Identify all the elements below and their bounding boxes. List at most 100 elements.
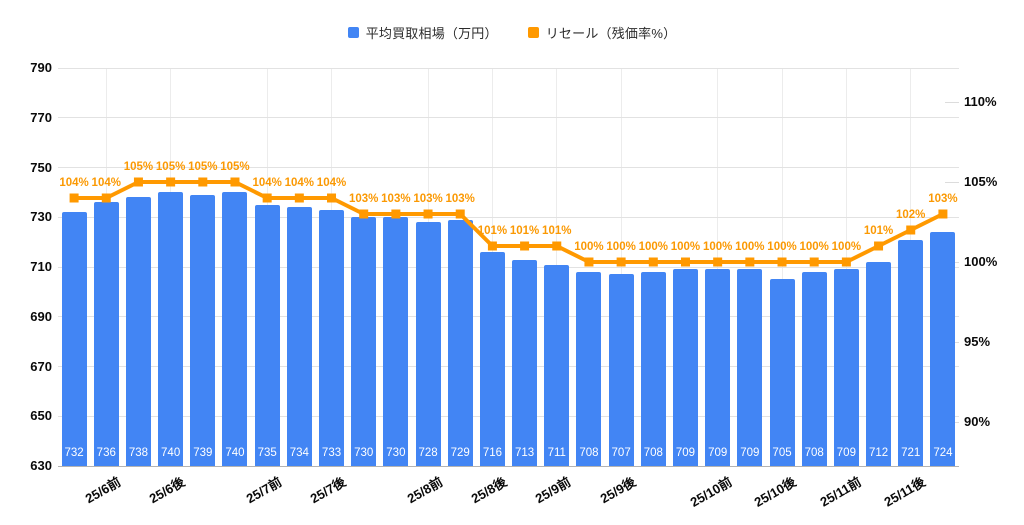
y-axis-label-right: 100%	[964, 254, 998, 269]
bar[interactable]	[61, 212, 87, 466]
y-axis-label-left: 710	[30, 259, 52, 274]
line-point-marker[interactable]	[648, 257, 658, 267]
bar[interactable]	[190, 194, 216, 466]
bar-value-label: 721	[901, 447, 921, 459]
line-point-marker[interactable]	[874, 241, 884, 251]
bar-value-label: 728	[418, 447, 438, 459]
line-point-marker[interactable]	[680, 257, 690, 267]
bar[interactable]	[286, 207, 312, 466]
bar-value-label: 708	[643, 447, 663, 459]
bar[interactable]	[125, 197, 151, 466]
line-point-marker[interactable]	[487, 241, 497, 251]
line-point-marker[interactable]	[520, 241, 530, 251]
line-point-marker[interactable]	[391, 209, 401, 219]
line-point-marker[interactable]	[166, 177, 176, 187]
bar[interactable]	[672, 269, 698, 466]
line-point-marker[interactable]	[584, 257, 594, 267]
line-point-marker[interactable]	[69, 193, 79, 203]
bar-value-label: 716	[482, 447, 502, 459]
line-point-marker[interactable]	[906, 225, 916, 235]
bar[interactable]	[447, 219, 473, 466]
y-axis-label-left: 790	[30, 60, 52, 75]
bar[interactable]	[158, 192, 184, 466]
bar[interactable]	[93, 202, 119, 466]
y-axis-label-left: 750	[30, 159, 52, 175]
bar[interactable]	[833, 269, 859, 466]
bar-value-label: 733	[321, 447, 342, 459]
bar[interactable]	[351, 217, 377, 466]
bar[interactable]	[898, 239, 924, 466]
line-point-marker[interactable]	[423, 209, 433, 219]
line-point-marker[interactable]	[133, 177, 143, 187]
bar[interactable]	[512, 259, 538, 466]
bar-value-label: 705	[772, 447, 792, 459]
bar-value-label: 735	[257, 447, 277, 459]
line-point-marker[interactable]	[455, 209, 465, 219]
line-point-marker[interactable]	[327, 193, 337, 203]
line-point-marker[interactable]	[262, 193, 272, 203]
resale-line-path	[74, 180, 944, 264]
line-point-marker[interactable]	[616, 257, 626, 267]
bar[interactable]	[222, 192, 248, 466]
gridline	[58, 117, 959, 119]
y-axis-label-left: 730	[30, 209, 52, 225]
bar-value-label: 739	[193, 447, 213, 459]
bar[interactable]	[576, 271, 602, 466]
line-point-marker[interactable]	[809, 257, 819, 267]
bar-series-swatch-icon	[347, 26, 359, 38]
legend-label-average-price: 平均買取相場（万円）	[365, 25, 498, 41]
bar[interactable]	[479, 252, 505, 466]
y-axis-label-right: 90%	[964, 414, 991, 429]
gridline	[58, 167, 959, 168]
bar[interactable]	[254, 204, 280, 466]
legend-item-resale-rate[interactable]: リセール（残価率%）	[527, 23, 677, 42]
line-point-label: 105%	[155, 161, 186, 173]
bar[interactable]	[383, 217, 409, 466]
line-point-label: 101%	[509, 225, 540, 237]
line-point-label: 100%	[574, 241, 604, 253]
line-point-marker[interactable]	[713, 257, 723, 267]
y-axis-label-left: 630	[30, 458, 52, 473]
line-point-marker[interactable]	[101, 193, 111, 203]
bar-value-label: 708	[579, 447, 599, 459]
line-point-marker[interactable]	[777, 257, 787, 267]
line-point-label: 105%	[220, 161, 250, 173]
line-point-marker[interactable]	[294, 193, 304, 203]
gridline	[58, 316, 959, 318]
line-point-label: 101%	[477, 225, 508, 237]
bar[interactable]	[866, 262, 892, 466]
bar-value-label: 711	[547, 447, 566, 459]
bar[interactable]	[544, 264, 570, 466]
line-point-marker[interactable]	[745, 257, 755, 267]
bar[interactable]	[319, 209, 345, 466]
line-point-label: 101%	[863, 225, 894, 237]
line-point-label: 100%	[767, 241, 797, 253]
line-point-label: 102%	[896, 209, 926, 221]
line-point-marker[interactable]	[230, 177, 240, 187]
bar[interactable]	[801, 271, 827, 466]
bar[interactable]	[769, 279, 795, 466]
line-point-label: 100%	[606, 241, 636, 253]
y-axis-label-left: 670	[30, 358, 52, 374]
line-point-label: 104%	[316, 177, 347, 189]
line-point-marker[interactable]	[938, 209, 948, 219]
bar[interactable]	[705, 269, 731, 466]
bar-value-label: 738	[128, 447, 149, 459]
bar-value-label: 708	[804, 447, 824, 459]
bar-value-label: 712	[868, 447, 889, 459]
line-point-marker[interactable]	[552, 241, 562, 251]
line-point-label: 101%	[542, 225, 572, 237]
legend-item-average-price[interactable]: 平均買取相場（万円）	[347, 23, 498, 42]
bar[interactable]	[640, 271, 666, 466]
bar[interactable]	[737, 269, 763, 466]
line-point-label: 100%	[670, 241, 701, 253]
line-point-marker[interactable]	[841, 257, 851, 267]
line-point-marker[interactable]	[359, 209, 369, 219]
bar[interactable]	[930, 232, 956, 466]
line-point-label: 103%	[445, 193, 475, 205]
bar[interactable]	[608, 274, 634, 466]
line-point-marker[interactable]	[198, 177, 208, 187]
bar[interactable]	[415, 222, 441, 466]
y-axis-label-left: 690	[30, 308, 52, 324]
